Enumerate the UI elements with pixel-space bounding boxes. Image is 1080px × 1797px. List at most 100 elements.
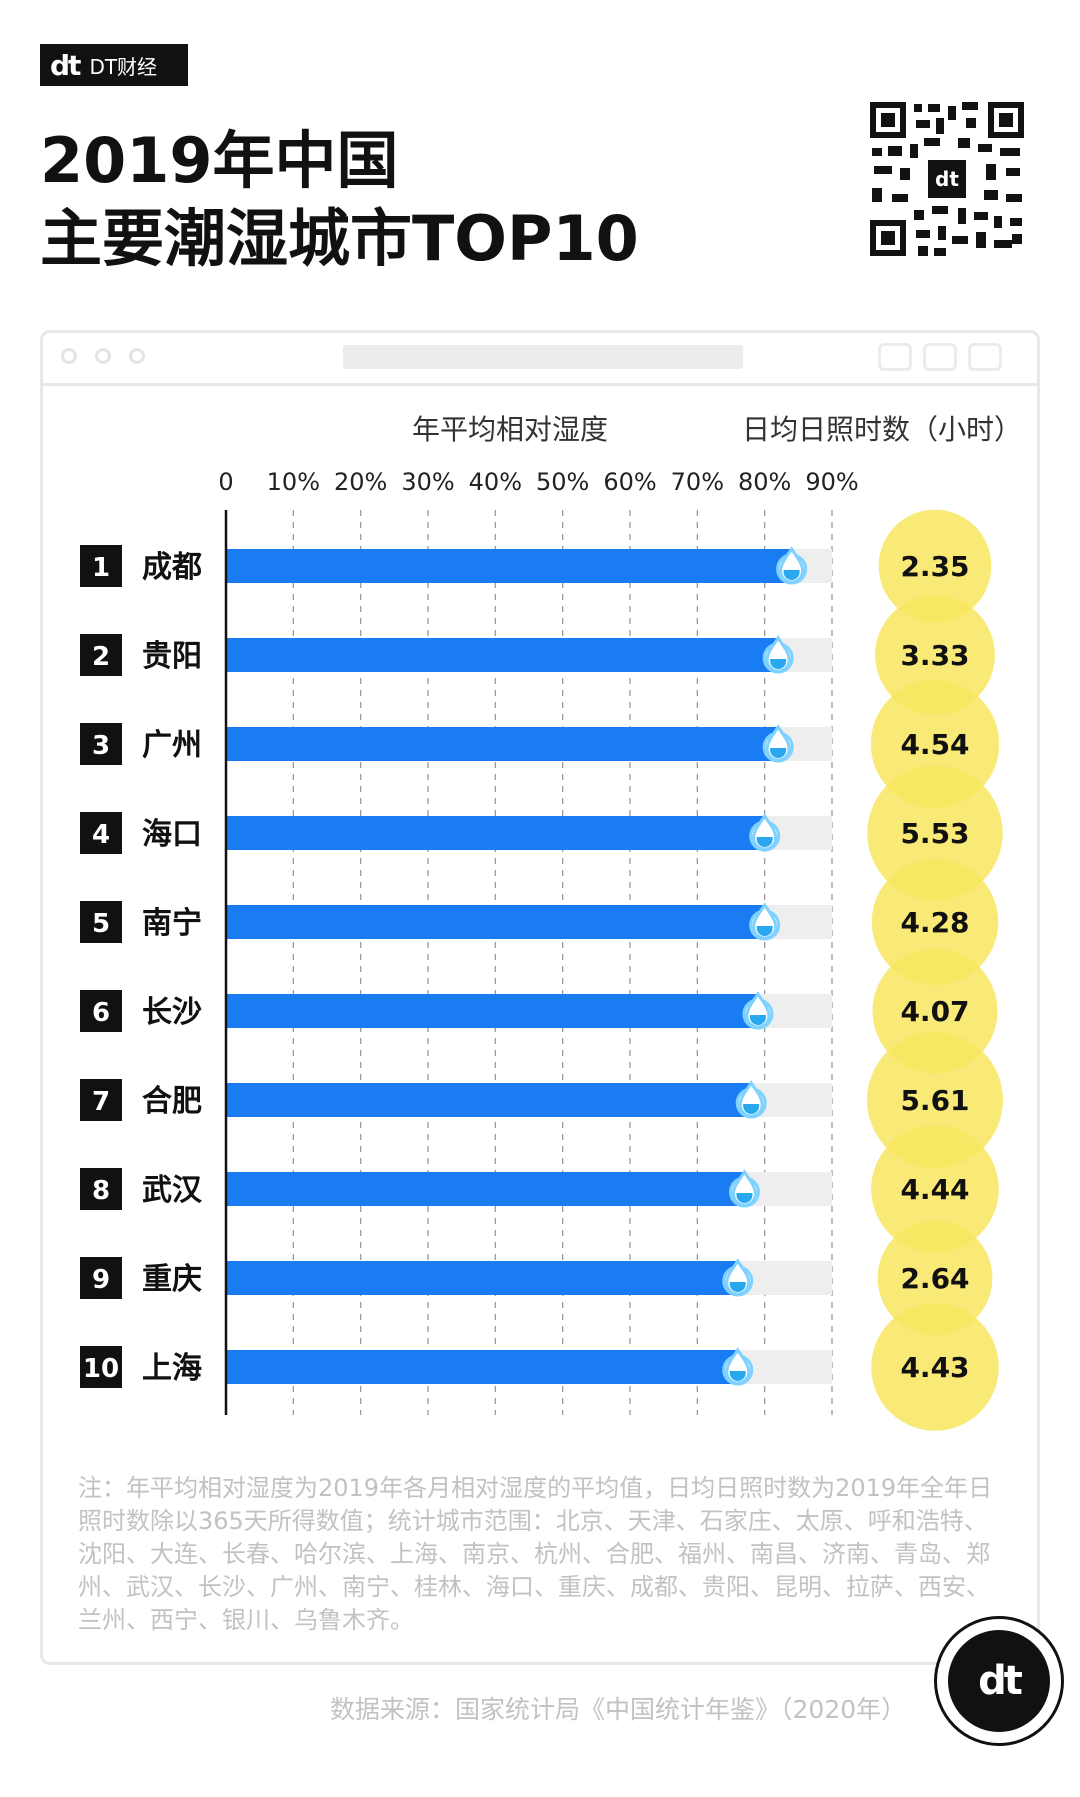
water-drop-fill [756,837,773,847]
brand-logo: dt DT财经 [40,44,188,86]
sunshine-bubble [878,509,992,623]
x-tick-label: 80% [738,468,791,496]
sunshine-value-label: 3.33 [900,639,969,672]
humidity-bar [226,994,758,1028]
sunshine-bubble [875,595,995,715]
water-drop-icon [742,991,774,1030]
rank-badge [80,901,122,943]
rank-number: 8 [92,1176,110,1206]
city-label: 武汉 [142,1173,203,1208]
rank-badge [80,812,122,854]
rank-badge [80,1079,122,1121]
water-drop-fill [729,1282,746,1292]
sunshine-value-label: 5.53 [900,817,969,850]
water-drop-fill [783,570,800,580]
humidity-bar [226,1083,752,1117]
footnote: 注：年平均相对湿度为2019年各月相对湿度的平均值，日均日照时数为2019年全年… [78,1474,993,1634]
humidity-bar [226,549,792,583]
rank-number: 4 [92,820,110,850]
rank-badge [80,723,122,765]
rank-badge [80,990,122,1032]
water-drop-fill [770,659,787,669]
rank-badge [80,1346,122,1388]
title-line-1: 2019年中国 [40,124,399,197]
sunshine-bubble [871,1125,999,1253]
rank-number: 2 [92,642,110,672]
humidity-bar [226,816,765,850]
city-label: 合肥 [142,1084,202,1119]
share-icon [923,343,957,371]
humidity-axis-title: 年平均相对湿度 [412,413,609,446]
sunshine-bubble [867,1032,1003,1168]
rank-number: 10 [83,1354,119,1384]
x-tick-label: 90% [805,468,858,496]
sunshine-value-label: 4.07 [900,995,969,1028]
window-maximize-icon [129,348,145,364]
sunshine-value-label: 4.43 [900,1351,969,1384]
rank-number: 7 [92,1087,110,1117]
sunshine-bubble [871,858,999,986]
sunshine-value-label: 4.44 [900,1173,969,1206]
x-tick-label: 40% [469,468,522,496]
sunshine-bubble [867,765,1003,901]
x-tick-label: 0 [218,468,233,496]
city-label: 长沙 [142,995,202,1030]
water-drop-icon [722,1258,754,1297]
x-tick-label: 30% [401,468,454,496]
water-drop-fill [736,1193,753,1203]
window-title-bar [43,333,1037,386]
city-label: 重庆 [142,1262,202,1297]
water-drop-icon [735,1080,767,1119]
water-drop-fill [770,748,787,758]
title-line-2: 主要潮湿城市TOP10 [40,202,639,275]
water-drop-fill [743,1104,760,1114]
humidity-bar [226,727,779,761]
qr-code-icon: dt [866,98,1028,260]
rank-number: 1 [92,553,110,583]
sunshine-bubble [877,1220,993,1336]
rank-badge [80,545,122,587]
window-minimize-icon [95,348,111,364]
rank-badge [80,1257,122,1299]
window-close-icon [61,348,77,364]
brand-name: DT财经 [89,54,158,79]
city-label: 上海 [142,1351,202,1386]
rank-number: 6 [92,998,110,1028]
corner-brand-mark: dt [948,1630,1050,1732]
water-drop-fill [749,1015,766,1025]
city-label: 南宁 [142,906,202,941]
brand-mark: dt [50,48,81,82]
water-drop-icon [762,724,794,763]
humidity-bar [226,1350,738,1384]
rank-badge [80,1168,122,1210]
humidity-bar [226,1261,738,1295]
rank-number: 3 [92,731,110,761]
corner-brand-logo: dt [934,1616,1064,1746]
sunshine-value-label: 5.61 [900,1084,969,1117]
sunshine-axis-title: 日均日照时数（小时） [742,413,1023,446]
sunshine-value-label: 4.54 [900,728,969,761]
water-drop-icon [776,546,808,585]
water-drop-icon [762,635,794,674]
water-drop-fill [756,926,773,936]
rank-number: 5 [92,909,110,939]
data-source: 数据来源：国家统计局《中国统计年鉴》（2020年） [330,1695,907,1724]
record-icon [878,343,912,371]
rank-number: 9 [92,1265,110,1295]
humidity-bar [226,905,765,939]
sunshine-value-label: 2.64 [900,1262,969,1295]
sunshine-bubble [871,1303,999,1431]
sunshine-value-label: 2.35 [900,550,969,583]
water-drop-icon [728,1169,760,1208]
x-tick-label: 70% [671,468,724,496]
x-tick-label: 50% [536,468,589,496]
x-tick-label: 20% [334,468,387,496]
water-drop-icon [749,902,781,941]
sunshine-value-label: 4.28 [900,906,969,939]
svg-text:dt: dt [935,167,959,191]
rank-badge [80,634,122,676]
copy-icon [968,343,1002,371]
water-drop-icon [749,813,781,852]
page-title: 2019年中国 主要潮湿城市TOP10 [40,122,639,278]
